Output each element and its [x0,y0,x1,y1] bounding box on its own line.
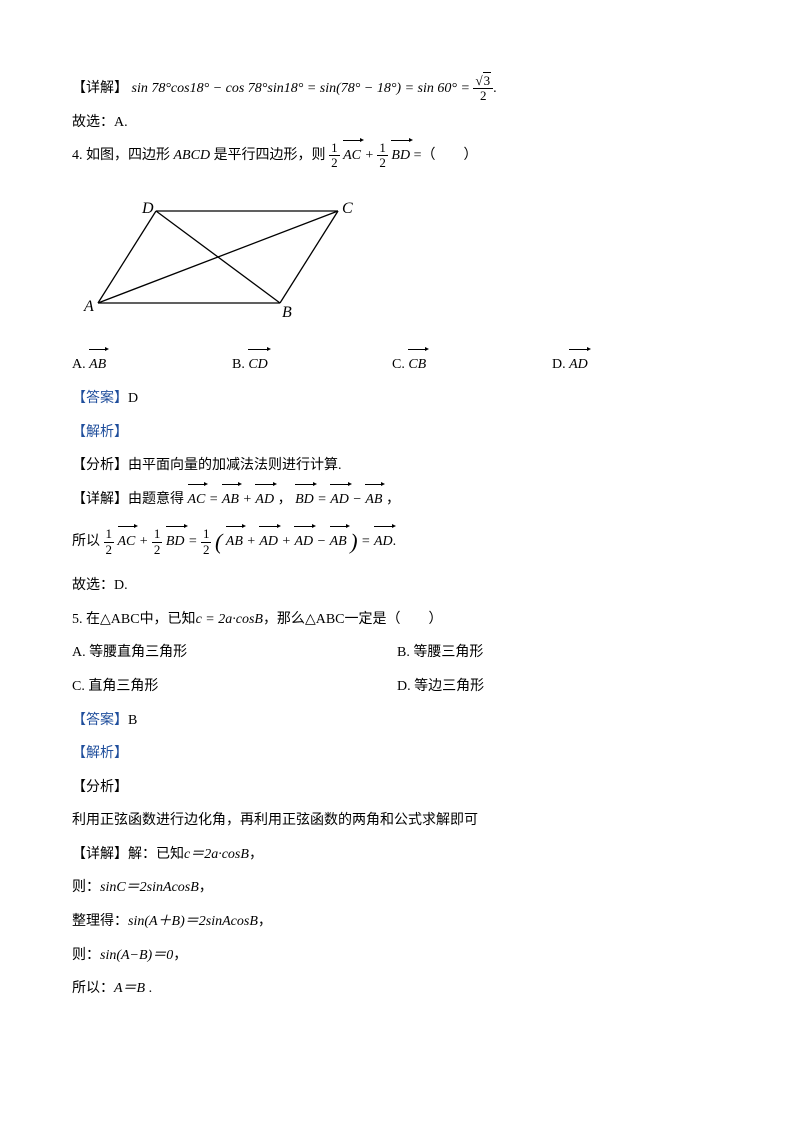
sol3-detail: 【详解】 sin 78°cos18° − cos 78°sin18° = sin… [72,72,722,106]
q5-opt-a: A. 等腰直角三角形 [72,636,397,670]
q4-detail1: 【详解】由题意得 AC = AB + AD ， BD = AD − AB ， [72,483,722,517]
q4-fenxi: 【分析】由平面向量的加减法法则进行计算. [72,449,722,483]
sol3-hence: 故选：A. [72,106,722,140]
q4-figure: A B C D [80,191,722,335]
q4-stem: 4. 如图，四边形 ABCD 是平行四边形，则 12 AC + 12 BD =（… [72,139,722,173]
q4-opt-d: D. AD [552,348,712,382]
q5-opt-d: D. 等边三角形 [397,670,722,704]
q5-opt-c: C. 直角三角形 [72,670,397,704]
q5-fenxi-label: 【分析】 [72,771,722,805]
q4-analysis-label: 【解析】 [72,416,722,450]
sol3-expr: sin 78°cos18° − cos 78°sin18° = sin(78° … [132,81,474,96]
q5-options-row2: C. 直角三角形 D. 等边三角形 [72,670,722,704]
svg-text:D: D [141,200,154,217]
q4-opt-a: A. AB [72,348,232,382]
svg-text:C: C [342,200,353,217]
q4-opt-c: C. CB [392,348,552,382]
q4-hence: 故选：D. [72,569,722,603]
q4-detail2: 所以 12 AC + 12 BD = 12 ( AB + AD + AD − A… [72,516,722,569]
q5-d2: 则：sinC＝2sinAcosB， [72,871,722,905]
q4-answer: 【答案】D [72,382,722,416]
svg-text:B: B [282,304,292,321]
q5-stem: 5. 在△ABC中，已知c = 2a·cosB，那么△ABC一定是（ ） [72,603,722,637]
sol3-frac: 3 2 [473,74,493,104]
detail-label: 【详解】 [72,81,128,96]
q5-answer: 【答案】B [72,704,722,738]
svg-text:A: A [83,298,94,315]
q5-analysis-label: 【解析】 [72,737,722,771]
q5-opt-b: B. 等腰三角形 [397,636,722,670]
q5-d4: 则：sin(A−B)＝0， [72,939,722,973]
q4-options: A. AB B. CD C. CB D. AD [72,348,722,382]
vec-ac: AC [343,139,361,173]
q5-d1: 【详解】解：已知c＝2a·cosB， [72,838,722,872]
vec-bd: BD [391,139,410,173]
q5-d5: 所以：A＝B . [72,972,722,1006]
q5-options-row1: A. 等腰直角三角形 B. 等腰三角形 [72,636,722,670]
q5-fenxi: 利用正弦函数进行边化角，再利用正弦函数的两角和公式求解即可 [72,804,722,838]
q5-d3: 整理得：sin(A＋B)＝2sinAcosB， [72,905,722,939]
q4-opt-b: B. CD [232,348,392,382]
